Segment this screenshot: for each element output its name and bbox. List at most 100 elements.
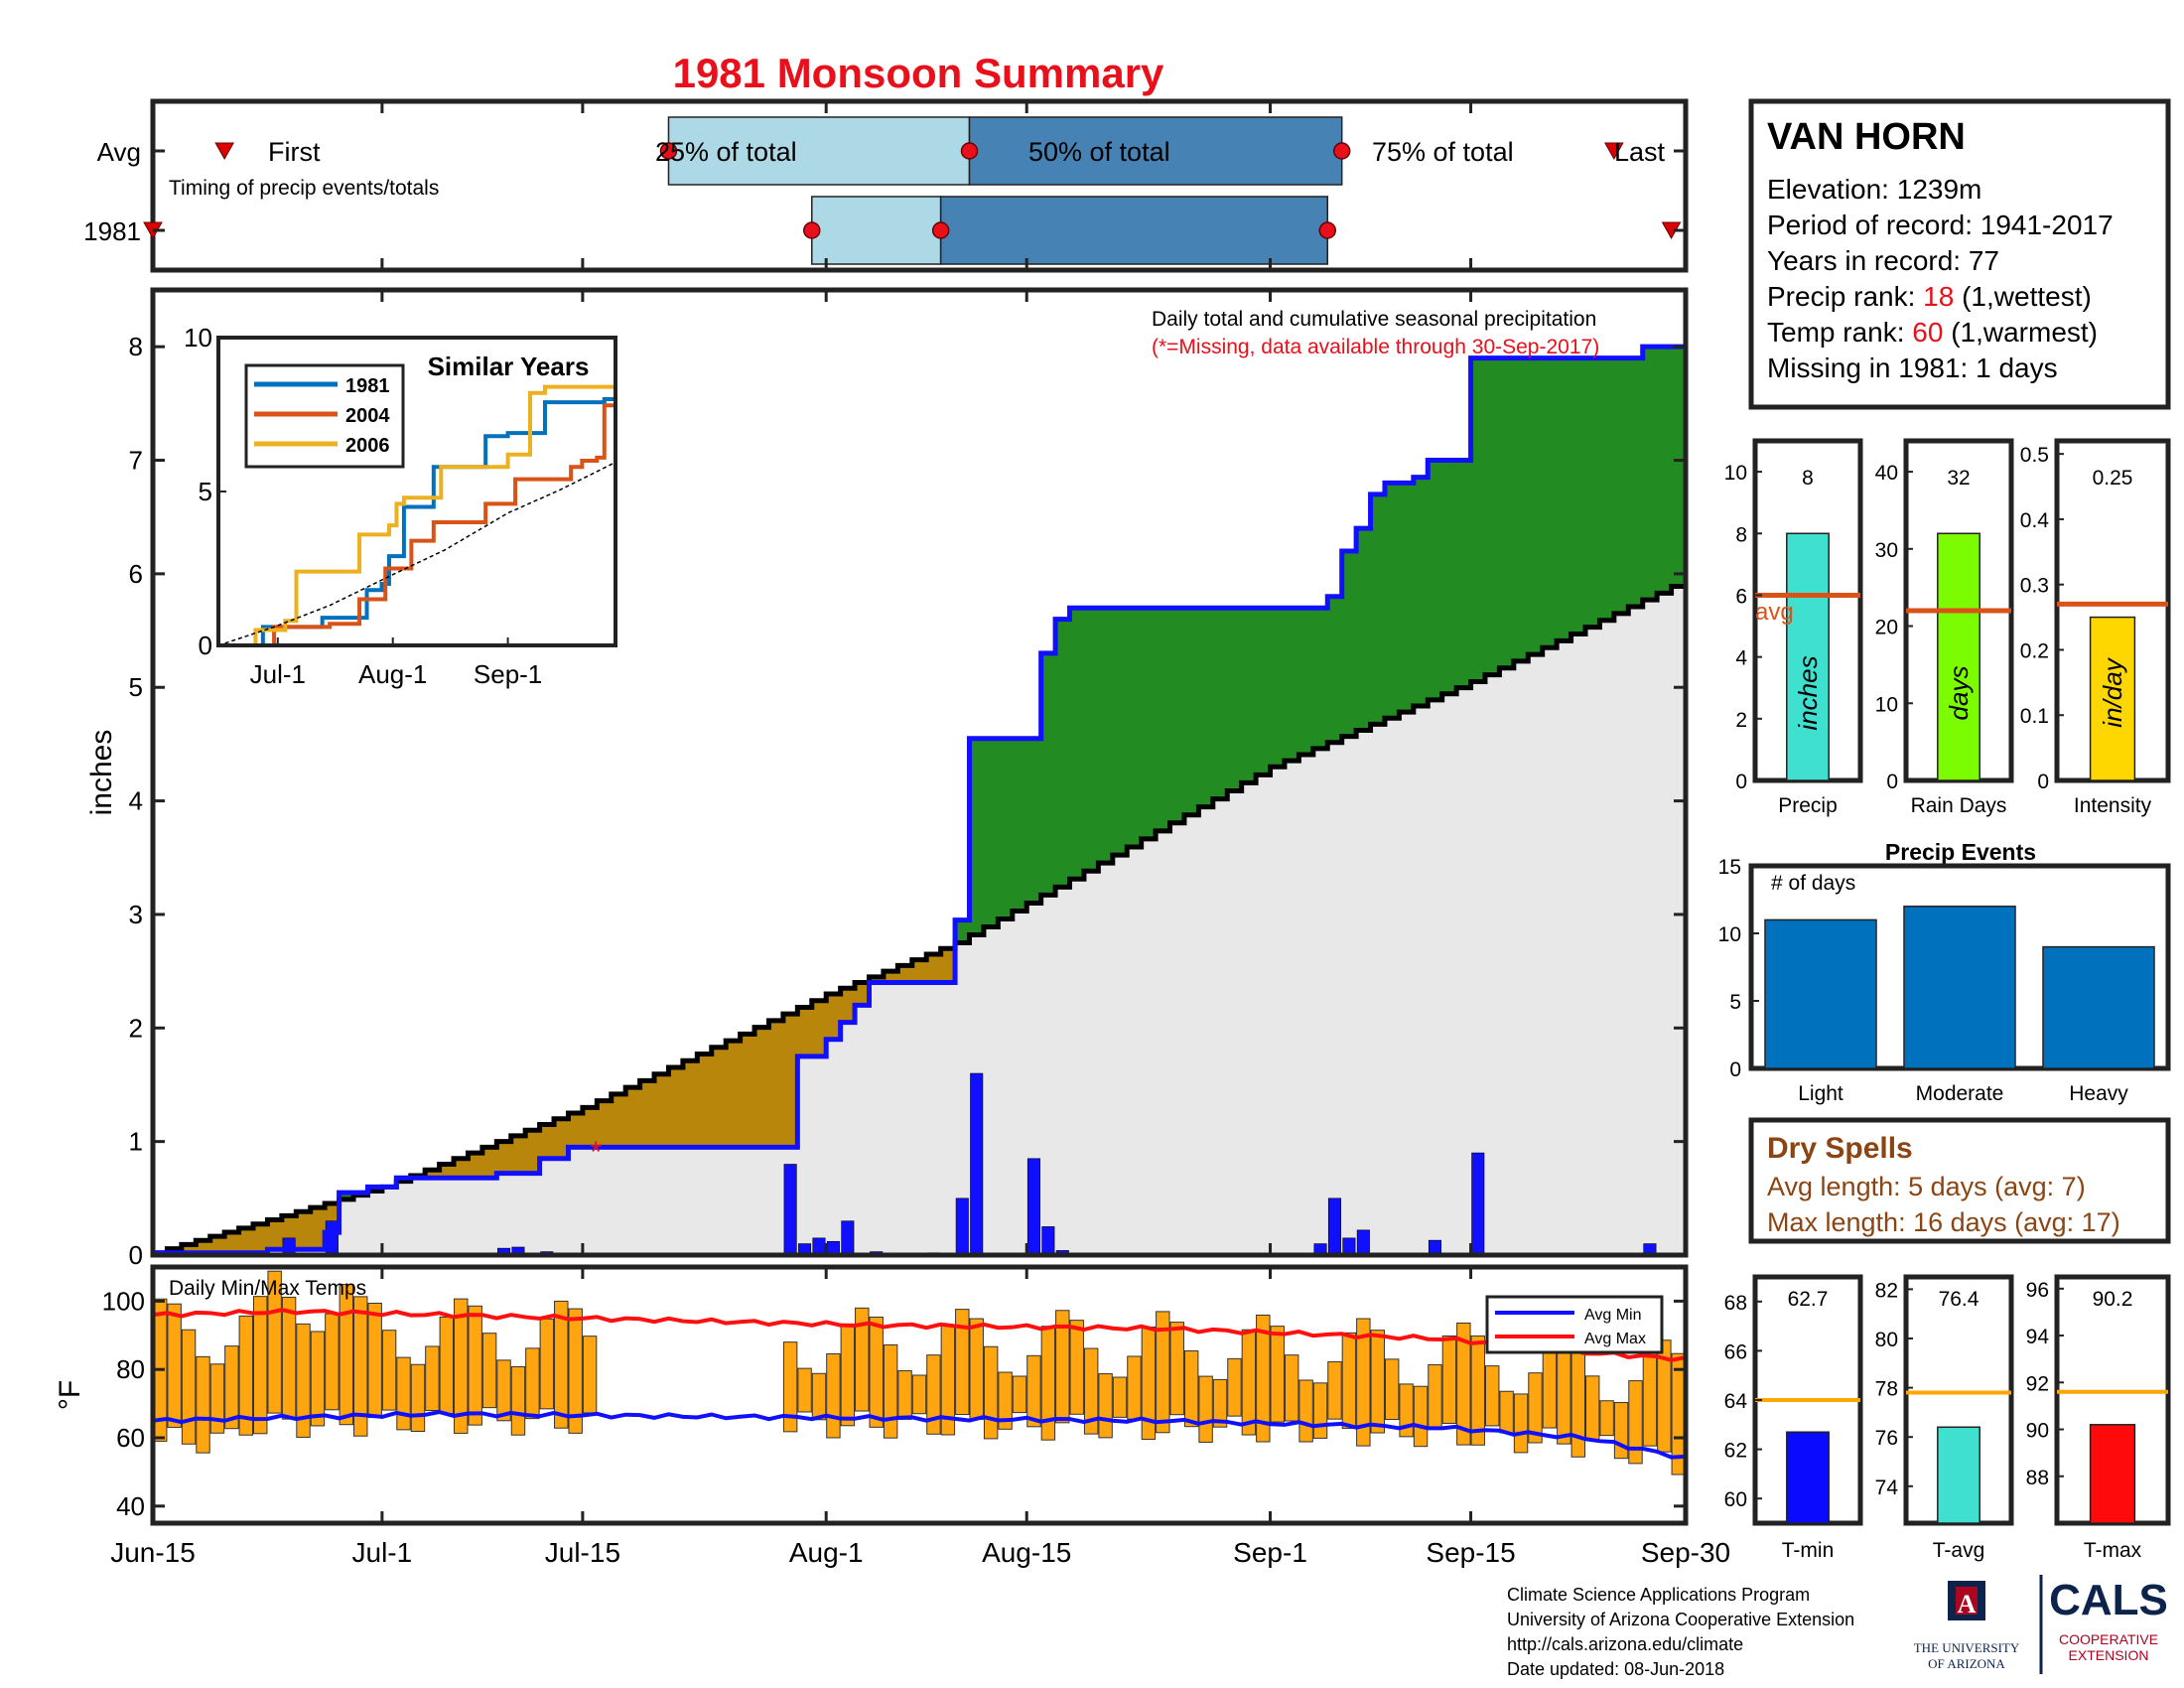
temp-bar-Aug-20 [1098,1373,1113,1439]
precip-y-tick-label-3: 3 [129,900,143,929]
temp-bar-Jun-17 [181,1329,197,1445]
above-avg-area-Aug-10 [955,919,971,943]
temp-y-tick-label-100: 100 [102,1286,145,1316]
summary-y-tick-label-precip-0: 0 [1735,771,1747,793]
gray-area-Jul-16 [597,1147,613,1255]
gray-area-Aug-19 [1083,871,1099,1255]
cals-logo-line-1: COOPERATIVE [2059,1631,2158,1647]
above-avg-area-Sep-25 [1613,357,1629,614]
temp-bar-Sep-13 [1441,1335,1457,1424]
temp-bar-Aug-17 [1055,1310,1070,1424]
gray-area-Sep-22 [1570,633,1586,1255]
above-avg-area-Jun-28 [339,1193,354,1199]
timing-first-marker-avg [214,142,235,161]
below-avg-area-Jul-31 [811,1000,827,1056]
precip-areas [153,347,1687,1255]
temp-bar-Jul-30 [797,1367,812,1413]
temps-legend-box [1485,1295,1664,1354]
temp-summary-value-tavg: 76.4 [1939,1288,1979,1311]
gray-area-Aug-18 [1069,879,1085,1255]
temp-bar-Sep-2 [1284,1354,1299,1422]
temp-bar-Jul-11 [525,1347,540,1420]
gray-area-Jul-13 [554,1158,570,1255]
summary-bar-days [1937,532,1980,781]
summary-unit-intensity: in/day [2098,656,2127,727]
daily-precip-bar-Aug-16 [1041,1226,1055,1256]
timing-marker-q75-1981 [1318,221,1337,239]
events-x-label-heavy: Heavy [2069,1082,2128,1105]
legend-avg-min-label: Avg Min [1584,1307,1642,1324]
inset-line-2004 [218,380,617,647]
station-precip-rank: Precip rank: 18 (1,wettest) [1767,281,2092,312]
above-avg-area-Sep-17 [1499,357,1515,668]
events-x-label-moderate: Moderate [1916,1082,2004,1105]
below-avg-area-Jul-10 [510,1135,526,1174]
gray-area-Jul-6 [454,1178,470,1255]
below-avg-area-Jul-13 [554,1118,570,1159]
footer-line-3: http://cals.arizona.edu/climate [1507,1634,1743,1654]
footer-line-4: Date updated: 08-Jun-2018 [1507,1659,1724,1679]
events-y-tick-label-15: 15 [1718,856,1741,879]
cumulative-lines [153,344,1686,1256]
gray-area-Jul-7 [468,1178,483,1255]
temp-bar-Sep-26 [1628,1380,1643,1465]
temp-bar-Sep-20 [1542,1344,1558,1429]
above-avg-area-Sep-6 [1341,551,1357,737]
dry-spells-panel: Dry Spells Avg length: 5 days (avg: 7) M… [1748,1117,2171,1244]
summary-y-tick-label-intensity-0.3: 0.3 [2020,575,2049,598]
temp-bar-Jun-24 [281,1296,297,1420]
below-avg-area-Aug-1 [826,993,842,1040]
below-avg-area-Aug-6 [897,965,913,983]
gray-area-Sep-14 [1456,687,1472,1255]
below-avg-area-Jul-22 [682,1060,698,1148]
gray-area-Aug-17 [1055,887,1071,1255]
below-avg-area-Jun-17 [181,1244,197,1253]
gray-area-Sep-17 [1499,667,1515,1255]
above-avg-area-Aug-11 [969,738,985,935]
gray-area-Jul-5 [439,1178,455,1255]
gray-area-Aug-16 [1040,895,1056,1255]
temp-bar-Sep-19 [1528,1372,1543,1444]
summary-bar-panels: 0 2 4 6 8 10 8 inches Precip 0 10 20 30 40 32 days Rain … [1724,438,2171,817]
temp-bar-Aug-7 [911,1374,927,1415]
gray-area-Aug-5 [883,982,898,1255]
gray-area-Jul-12 [539,1158,555,1255]
temp-summary-y-tick-label-tavg-78: 78 [1875,1378,1898,1401]
inset-y-tick-label-10: 10 [184,323,212,352]
temp-bar-Aug-12 [983,1345,999,1440]
gray-area-Jun-25 [296,1249,312,1255]
temp-bar-Jul-3 [410,1363,426,1433]
gray-area-Jul-21 [668,1147,684,1255]
summary-value-precip: 8 [1802,467,1814,490]
precip-y-tick-label-7: 7 [129,446,143,476]
inset-x-tick-label-Sep-1: Sep-1 [474,659,542,689]
below-avg-area-Jun-26 [310,1207,326,1250]
station-elevation: Elevation: 1239m [1767,174,1981,205]
temps-y-label: °F [54,1380,86,1410]
cals-logo: CALS COOPERATIVE EXTENSION [2049,1576,2168,1663]
precip-events-panel: Precip Events Light Moderate Heavy 0 5 10 15 #… [1718,839,2171,1105]
precip-y-tick-label-2: 2 [129,1013,143,1043]
gray-area-Aug-29 [1227,790,1243,1255]
above-avg-area-Aug-13 [998,738,1014,919]
above-avg-area-Sep-14 [1456,460,1472,688]
temp-bar-Aug-15 [1026,1354,1041,1428]
precip-y-tick-label-1: 1 [129,1127,143,1157]
dry-spells-box [1748,1117,2171,1244]
gray-area-Jul-27 [754,1147,770,1255]
temp-summary-y-tick-label-tmin-64: 64 [1724,1390,1748,1413]
summary-bar-precip [1786,532,1830,781]
inset-x-tick-label-Aug-1: Aug-1 [358,659,427,689]
temp-bar-Aug-14 [1012,1375,1027,1414]
gray-area-Aug-20 [1098,863,1114,1255]
temp-bar-Aug-27 [1198,1375,1213,1443]
above-avg-area-Aug-12 [983,738,999,927]
summary-label-days: Rain Days [1911,794,2007,817]
inset-ticks: 0 5 10 Jul-1 Aug-1 Sep-1 [184,323,542,689]
gray-area-Aug-8 [926,982,942,1255]
daily-precip-bar-Jul-31 [812,1237,826,1256]
footer-line-2: University of Arizona Cooperative Extens… [1507,1610,1854,1629]
above-avg-area-Sep-12 [1428,460,1443,700]
station-name: VAN HORN [1767,116,1966,158]
temp-bar-Jun-20 [224,1345,239,1430]
